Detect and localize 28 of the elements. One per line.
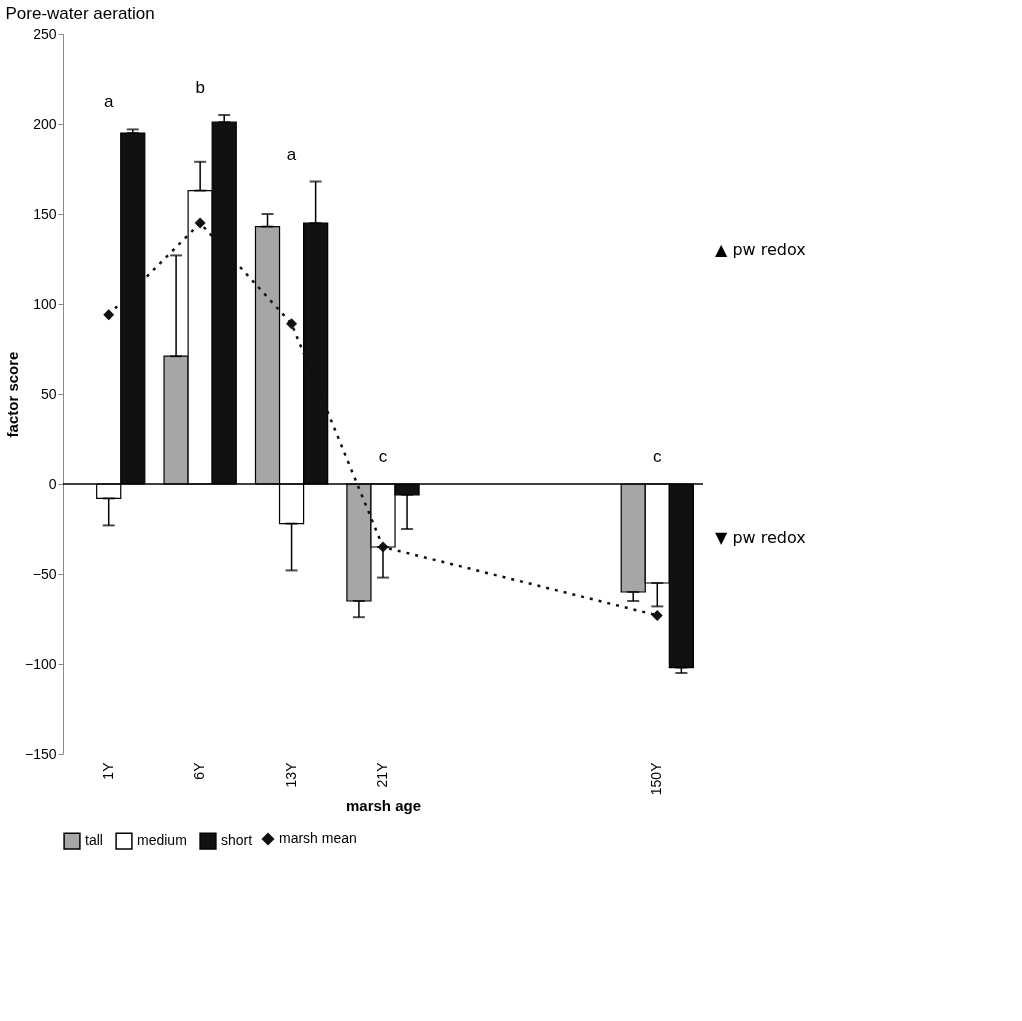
- x-tick-label: 1Y: [99, 761, 116, 780]
- y-tick-label: 150: [33, 205, 57, 222]
- legend-label: medium: [137, 832, 187, 849]
- text: ▼ pw redox: [715, 528, 806, 547]
- y-tick-label: 0: [48, 475, 57, 492]
- annotation: a: [286, 144, 297, 164]
- x-tick-label: 150Y: [648, 761, 665, 796]
- legend-label: marsh mean: [279, 830, 357, 846]
- y-tick-label: −100: [24, 655, 57, 672]
- annotation: c: [378, 447, 388, 466]
- x-axis-title: marsh age: [345, 797, 422, 815]
- x-tick-label: 13Y: [282, 761, 299, 788]
- y-tick-label: 200: [33, 115, 57, 132]
- chart-title: Pore-water aeration: [5, 4, 155, 23]
- y-tick-label: 100: [33, 295, 57, 312]
- annotation: a: [103, 92, 114, 112]
- annotation: c: [653, 447, 663, 466]
- text: ▲ pw redox: [715, 240, 806, 259]
- legend-label: tall: [85, 832, 103, 849]
- y-tick-label: −50: [32, 565, 57, 582]
- legend-label: short: [221, 832, 253, 849]
- y-axis-title: factor score: [3, 351, 21, 438]
- y-tick-label: 250: [33, 25, 57, 42]
- y-tick-label: 50: [40, 385, 57, 402]
- x-tick-label: 6Y: [191, 761, 208, 780]
- x-tick-label: 21Y: [374, 761, 390, 788]
- y-tick-label: −150: [24, 745, 57, 762]
- annotation: b: [195, 78, 205, 97]
